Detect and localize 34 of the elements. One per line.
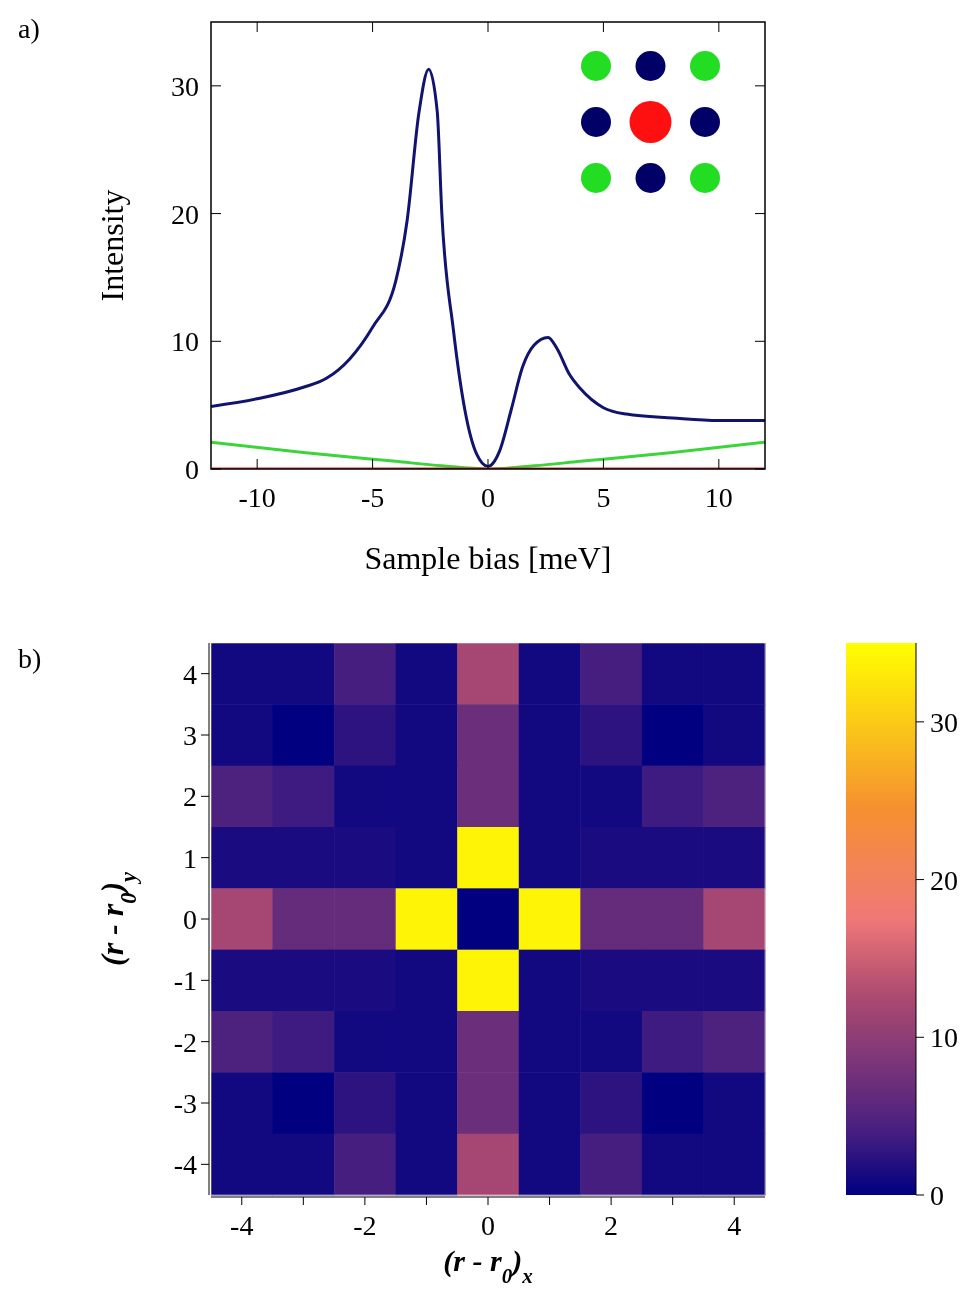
x-tick-label: 10 — [704, 482, 733, 513]
y-tick-label: 0 — [183, 904, 197, 935]
text: a) — [18, 13, 40, 44]
line-series — [211, 440, 765, 469]
x-axis-title: (r - r$_{0}$)$_{x}$ — [443, 1244, 533, 1288]
x-tick-label: 0 — [481, 1210, 495, 1241]
y-tick-label: 3 — [183, 720, 197, 751]
y-tick-label: 0 — [185, 454, 199, 485]
y-tick-label: -2 — [173, 1026, 197, 1058]
x-tick-label: -4 — [230, 1210, 254, 1241]
color-bar-label: 20 — [930, 864, 958, 896]
y-tick-label: -3 — [173, 1088, 197, 1119]
x-tick-label: 4 — [727, 1210, 742, 1241]
y-tick-label: -4 — [173, 1149, 197, 1181]
x-tick-label: 0 — [481, 482, 495, 513]
y-tick-label: -1 — [173, 965, 197, 997]
x-tick-label: -10 — [238, 482, 276, 513]
y-tick-label: 2 — [183, 781, 197, 813]
color-bar-label: 0 — [930, 1180, 944, 1211]
y-tick-label: 10 — [171, 326, 199, 358]
color-bar-label: 30 — [930, 706, 958, 738]
x-axis-title: Sample bias [meV] — [364, 540, 612, 576]
x-tick-label: 5 — [596, 482, 611, 513]
x-tick-label: -5 — [360, 482, 385, 513]
y-tick-label: 1 — [183, 842, 197, 874]
y-tick-label: 20 — [171, 198, 199, 230]
y-tick-label: 30 — [171, 70, 199, 102]
color-bar-label: 10 — [930, 1022, 958, 1054]
x-tick-label: 2 — [604, 1210, 619, 1241]
y-axis-title: Intensity — [94, 189, 130, 302]
text: b) — [18, 643, 42, 674]
y-tick-label: 4 — [183, 658, 197, 690]
line-series — [211, 67, 765, 468]
x-tick-label: -2 — [353, 1210, 377, 1241]
